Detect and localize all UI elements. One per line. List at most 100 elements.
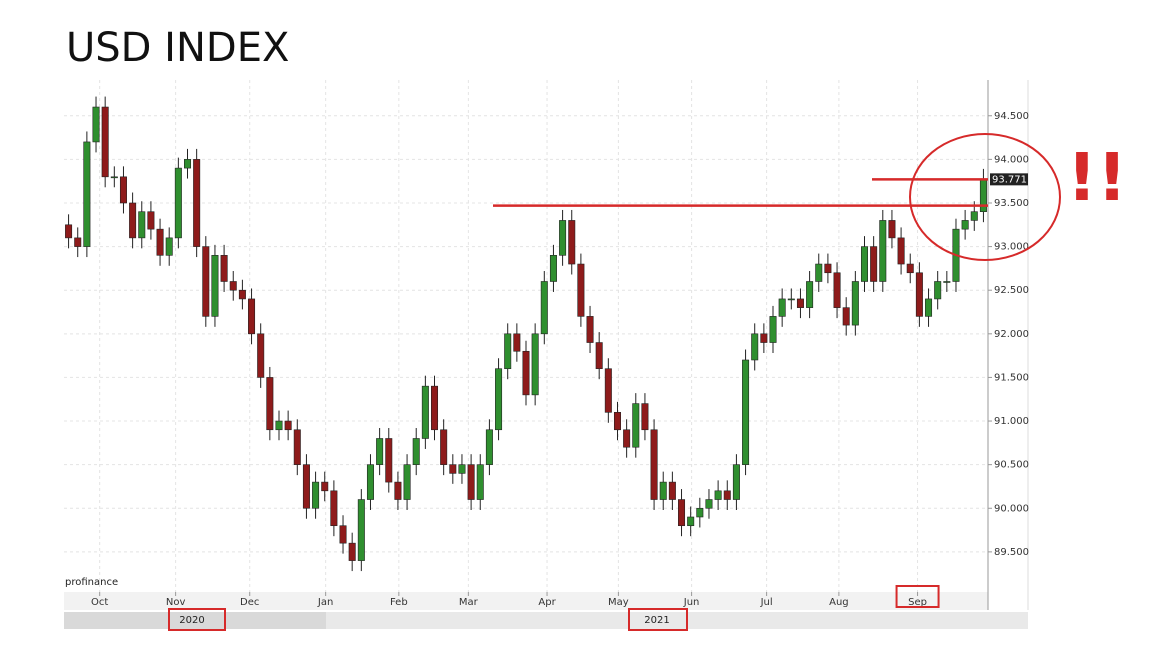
candle-body — [147, 211, 155, 230]
candle-body — [449, 464, 457, 474]
candle-body — [184, 159, 192, 169]
candle-body — [385, 438, 393, 483]
candle-body — [934, 281, 942, 300]
candle-body — [742, 359, 750, 465]
candle-body — [248, 298, 256, 335]
candle-body — [312, 481, 320, 509]
candle-body — [431, 385, 439, 431]
candle-body — [302, 464, 310, 509]
candle-body — [824, 263, 832, 274]
candle-body — [915, 272, 923, 317]
candle-body — [659, 481, 667, 500]
highlight-circle — [909, 133, 1061, 261]
candle-body — [796, 298, 804, 308]
candle-body — [778, 298, 786, 317]
candle-body — [266, 377, 274, 431]
candle-body — [275, 420, 283, 431]
annotation-text: !! — [1067, 139, 1127, 216]
y-tick-label: 90.000 — [994, 503, 1029, 514]
candle-body — [293, 429, 301, 465]
highlight-box — [628, 608, 688, 631]
candle-body — [421, 385, 429, 439]
y-tick-label: 94.500 — [994, 111, 1029, 122]
x-tick-label: Mar — [459, 597, 479, 608]
x-tick-label: Apr — [538, 597, 556, 608]
candle-body — [787, 298, 795, 301]
candle-body — [119, 176, 127, 204]
candle-body — [522, 350, 530, 396]
candle-body — [943, 281, 951, 283]
candle-body — [193, 159, 201, 247]
x-tick-label: Feb — [390, 597, 408, 608]
candle-body — [485, 429, 493, 465]
x-tick-label: Jan — [317, 597, 333, 608]
last-price-label: 93.771 — [992, 174, 1027, 185]
candle-body — [513, 333, 521, 352]
y-tick-label: 93.500 — [994, 198, 1029, 209]
candle-body — [979, 179, 987, 213]
candle-body — [129, 202, 137, 239]
candle-body — [623, 429, 631, 448]
y-tick-label: 90.500 — [994, 460, 1029, 471]
candle-body — [751, 333, 759, 361]
candle-body — [376, 438, 384, 465]
x-tick-label: Jun — [683, 597, 700, 608]
candle-body — [568, 220, 576, 265]
x-tick-label: Sep — [908, 597, 927, 608]
candle-body — [870, 246, 878, 282]
candle-body — [83, 141, 91, 247]
highlight-box — [895, 585, 940, 608]
candle-body — [211, 255, 219, 317]
candle-body — [412, 438, 420, 465]
candle-body — [65, 224, 73, 239]
x-tick-label: Aug — [829, 597, 849, 608]
candle-body — [687, 516, 695, 527]
candle-body — [366, 464, 374, 500]
candle-body — [394, 481, 402, 500]
candle-body — [330, 490, 338, 527]
candle-body — [613, 412, 621, 431]
candle-body — [851, 281, 859, 326]
candle-body — [586, 316, 594, 343]
candle-body — [92, 106, 100, 143]
period-label: 2020 — [179, 615, 204, 626]
candle-body — [531, 333, 539, 396]
candle-body — [595, 342, 603, 370]
candle-body — [495, 368, 503, 431]
x-tick-label: Oct — [91, 597, 108, 608]
candle-body — [440, 429, 448, 465]
candle-body — [504, 333, 512, 370]
candle-body — [815, 263, 823, 282]
y-tick-label: 92.000 — [994, 329, 1029, 340]
candle-body — [897, 237, 905, 265]
x-tick-label: Nov — [166, 597, 186, 608]
plot-area — [64, 80, 988, 592]
candle-body — [101, 106, 109, 178]
candle-body — [604, 368, 612, 413]
candle-body — [476, 464, 484, 500]
candle-body — [888, 220, 896, 239]
candle-body — [467, 464, 475, 500]
candle-body — [540, 281, 548, 335]
x-tick-label: Dec — [240, 597, 259, 608]
candle-body — [641, 403, 649, 431]
candle-body — [678, 499, 686, 527]
candle-body — [257, 333, 265, 378]
candle-body — [970, 211, 978, 221]
candle-body — [760, 333, 768, 343]
candle-body — [403, 464, 411, 500]
candle-body — [339, 525, 347, 544]
candle-body — [156, 228, 164, 256]
candle-body — [906, 263, 914, 274]
candle-body — [284, 420, 292, 431]
candle-body — [458, 464, 466, 474]
candle-body — [714, 490, 722, 500]
candle-body — [632, 403, 640, 448]
y-tick-label: 91.000 — [994, 416, 1029, 427]
x-tick-label: Jul — [760, 597, 773, 608]
candle-body — [74, 237, 82, 247]
candle-body — [925, 298, 933, 317]
candle-body — [732, 464, 740, 500]
